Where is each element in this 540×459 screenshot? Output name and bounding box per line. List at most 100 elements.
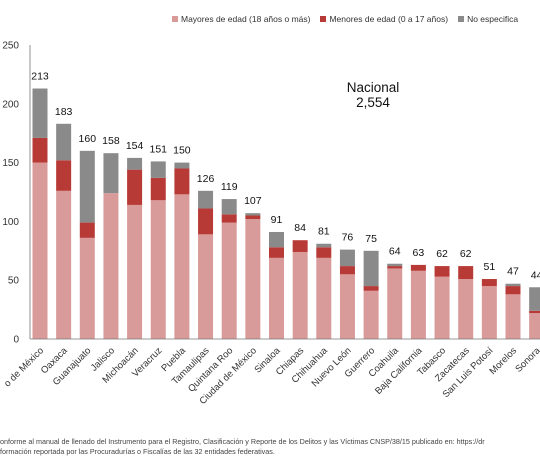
bar-segment <box>316 243 332 248</box>
bar-total-label: 62 <box>436 248 448 260</box>
y-tick-label: 100 <box>2 217 19 228</box>
legend-swatch-adults <box>172 16 178 22</box>
bar-total-label: 75 <box>365 233 377 245</box>
bar-total-label: 84 <box>294 222 306 234</box>
bar-segment <box>292 251 308 339</box>
bar-total-label: 62 <box>460 248 472 260</box>
bar-segment <box>150 200 166 339</box>
bar-segment <box>269 257 284 339</box>
y-tick-label: 50 <box>8 276 20 287</box>
bar-segment <box>56 190 72 339</box>
bar-segment <box>316 257 332 339</box>
bar-segment <box>505 283 521 287</box>
bar-segment <box>79 222 95 238</box>
bar-total-label: 158 <box>102 135 120 147</box>
bar-segment <box>505 286 521 295</box>
national-total-value: 2,554 <box>356 95 390 110</box>
bar-segment <box>32 162 48 339</box>
bar-segment <box>316 247 332 258</box>
bar-segment <box>103 153 119 194</box>
bar-total-label: 81 <box>318 226 330 238</box>
bar-segment <box>434 266 450 277</box>
footnote-1: onforme al manual de llenado del Instrum… <box>0 437 485 446</box>
legend-label-unspecified: No especifica <box>467 14 519 24</box>
legend-item-adults: Mayores de edad (18 años o más) <box>172 14 310 24</box>
bar-segment <box>79 150 95 223</box>
bar-segment <box>150 161 166 178</box>
legend-swatch-minors <box>320 16 327 22</box>
y-axis: 0 50 100 150 200 250 <box>2 41 31 346</box>
bar-segment <box>174 194 190 339</box>
y-tick-label: 250 <box>2 41 19 52</box>
legend-item-unspecified: No especifica <box>458 14 518 24</box>
bar-segment <box>410 264 426 271</box>
legend-label-adults: Mayores de edad (18 años o más) <box>181 14 311 24</box>
legend-swatch-unspecified <box>458 16 465 22</box>
bar-segment <box>174 168 190 195</box>
bar-segment <box>127 204 143 339</box>
bar-segment <box>529 287 540 311</box>
national-total: Nacional 2,554 <box>338 80 408 110</box>
total-labels: 213 183 160 158 154 151 150 126 119 107 91 84 81 76 75… <box>31 71 540 282</box>
y-tick-label: 200 <box>2 99 19 110</box>
bar-total-label: 160 <box>79 133 97 145</box>
bar-segment <box>150 177 166 201</box>
bar-total-label: 154 <box>126 140 144 152</box>
footnotes: onforme al manual de llenado del Instrum… <box>0 437 485 457</box>
bar-segment <box>529 310 540 314</box>
bar-segment <box>481 286 497 339</box>
bar-segment <box>458 279 474 339</box>
bar-segment <box>363 250 379 287</box>
bar-segment <box>221 214 237 223</box>
bar-total-label: 63 <box>413 247 425 259</box>
bar-segment <box>32 137 48 163</box>
bar-segment <box>127 157 143 170</box>
bar-segment <box>245 219 261 339</box>
bar-segment <box>434 276 450 339</box>
bar-segment <box>481 279 497 287</box>
legend: Mayores de edad (18 años o más) Menores … <box>172 14 518 24</box>
bar-total-label: 107 <box>244 195 262 207</box>
legend-label-minors: Menores de edad (0 a 17 años) <box>329 14 449 24</box>
bar-segment <box>103 193 119 339</box>
bar-segment <box>339 249 355 267</box>
legend-item-minors: Menores de edad (0 a 17 años) <box>320 14 448 24</box>
bar-segment <box>198 234 214 339</box>
bar-total-label: 119 <box>221 181 238 193</box>
y-tick-label: 150 <box>2 158 19 169</box>
bar-total-label: 51 <box>484 261 496 273</box>
bar-segment <box>221 222 237 339</box>
y-tick-label: 0 <box>13 335 19 346</box>
bar-segment <box>245 215 261 220</box>
bar-segment <box>56 160 72 191</box>
bar-segment <box>79 237 95 339</box>
bar-total-label: 64 <box>389 246 401 258</box>
bar-segment <box>458 266 474 280</box>
bar-segment <box>292 240 308 252</box>
bar-segment <box>387 266 403 269</box>
bar-segment <box>339 266 355 275</box>
bar-total-label: 150 <box>173 145 191 157</box>
bar-segment <box>127 169 143 205</box>
bar-total-label: 126 <box>197 173 215 185</box>
bar-total-label: 213 <box>31 71 49 83</box>
bar-total-label: 183 <box>55 106 73 118</box>
bar-segment <box>363 290 379 339</box>
bar-total-label: 151 <box>149 143 167 155</box>
bars <box>32 88 540 339</box>
bar-segment <box>198 190 214 209</box>
bar-segment <box>410 270 426 339</box>
bar-segment <box>269 231 284 248</box>
bar-segment <box>32 88 48 138</box>
bar-segment <box>245 213 261 216</box>
bar-segment <box>56 123 72 161</box>
bar-segment <box>174 162 190 169</box>
bar-segment <box>363 286 379 291</box>
bar-total-label: 44 <box>531 269 540 281</box>
bar-segment <box>387 268 403 339</box>
national-total-label: Nacional <box>346 80 400 95</box>
bar-segment <box>198 208 214 235</box>
bar-segment <box>387 263 403 267</box>
bar-segment <box>339 274 355 339</box>
